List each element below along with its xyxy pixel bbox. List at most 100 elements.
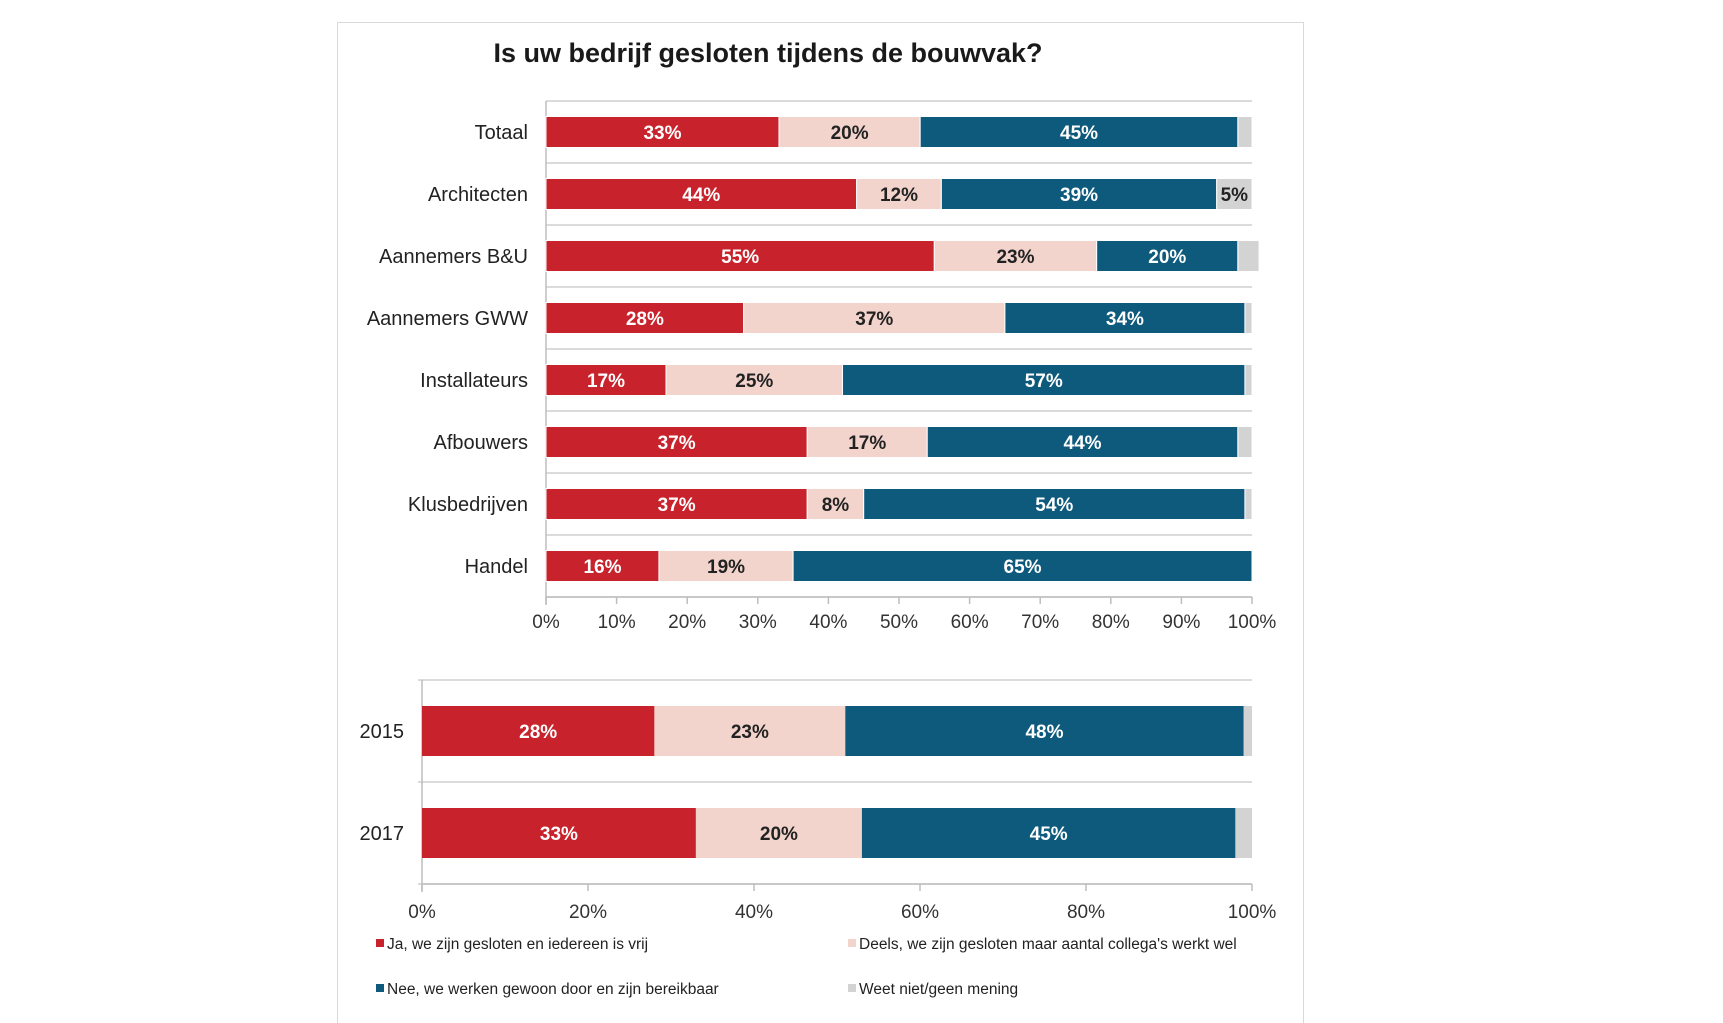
sector-bar-afbouwers-series-0 [545,426,808,458]
sector-value-label-totaal-series-2: 45% [1060,123,1098,144]
year-bar-2017-series-2 [861,808,1236,858]
sector-value-label-totaal-series-1: 20% [831,123,869,144]
year-category-label-2015: 2015 [360,721,405,743]
year-value-label-2015-series-2: 48% [1025,722,1063,743]
year-bar-2015-series-2 [845,706,1244,756]
sector-value-label-architecten-series-2: 39% [1060,185,1098,206]
sector-value-label-architecten-series-0: 44% [682,185,720,206]
sector-category-label-architecten: Architecten [428,184,528,206]
sector-category-label-klusbedrijven: Klusbedrijven [408,494,528,516]
year-value-label-2017-series-2: 45% [1030,824,1068,845]
sector-tick-label-60: 60% [951,612,989,633]
sector-bar-aannemers-b-u-series-3 [1237,240,1260,272]
legend-label-3: Weet niet/geen mening [859,981,1018,998]
year-tick-label-80: 80% [1067,902,1105,923]
sector-bar-aannemers-b-u-series-1 [933,240,1098,272]
chart-panel: Is uw bedrijf gesloten tijdens de bouwva… [337,22,1304,1023]
sector-value-label-handel-series-2: 65% [1004,557,1042,578]
year-value-label-2017-series-0: 33% [540,824,578,845]
sector-bar-aannemers-gww-series-0 [545,302,745,334]
sector-bar-architecten-series-1 [856,178,942,210]
year-tick-label-20: 20% [569,902,607,923]
sector-tick-label-70: 70% [1021,612,1059,633]
sector-bar-architecten-series-0 [545,178,858,210]
sector-value-label-klusbedrijven-series-1: 8% [822,495,850,516]
chart-by-year: 2015 28% 23% 48% 2017 33% 20% 45% 0% 20% 40% 60% 80%… [360,679,1277,923]
sector-tick-label-50: 50% [880,612,918,633]
sector-value-label-handel-series-0: 16% [583,557,621,578]
year-bar-2017-series-0 [422,808,696,858]
sector-bar-afbouwers-series-1 [806,426,928,458]
year-bar-2015-series-1 [654,706,846,756]
chart-by-sector: Totaal 33% 20% 45% Architecten 44% 12% 39% 5% Aan… [367,100,1276,633]
sector-bar-klusbedrijven-series-2 [863,488,1246,520]
sector-value-label-aannemers-b-u-series-2: 20% [1148,247,1186,268]
legend-swatch-0 [376,939,384,947]
sector-value-label-architecten-series-1: 12% [880,185,918,206]
year-value-label-2017-series-1: 20% [760,824,798,845]
sector-tick-label-20: 20% [668,612,706,633]
year-bar-2015-series-3 [1243,706,1252,756]
sector-category-label-totaal: Totaal [475,122,528,144]
year-bar-2015-series-0 [422,706,655,756]
sector-bar-architecten-series-2 [940,178,1218,210]
year-tick-label-60: 60% [901,902,939,923]
sector-value-label-architecten-series-3: 5% [1221,185,1249,206]
sector-bar-handel-series-0 [545,550,660,582]
chart-title: Is uw bedrijf gesloten tijdens de bouwva… [493,38,1042,68]
sector-value-label-afbouwers-series-2: 44% [1064,433,1102,454]
year-category-label-2017: 2017 [360,823,405,845]
sector-bar-afbouwers-series-3 [1237,426,1253,458]
sector-tick-label-40: 40% [809,612,847,633]
chart-legend: Ja, we zijn gesloten en iedereen is vrij… [376,936,1237,998]
sector-value-label-klusbedrijven-series-2: 54% [1035,495,1073,516]
sector-tick-label-80: 80% [1092,612,1130,633]
sector-value-label-installateurs-series-1: 25% [735,371,773,392]
sector-bar-aannemers-gww-series-3 [1244,302,1253,334]
sector-bar-totaal-series-3 [1237,116,1253,148]
sector-category-label-handel: Handel [465,556,528,578]
sector-bar-handel-series-2 [792,550,1253,582]
sector-category-label-installateurs: Installateurs [420,370,528,392]
sector-tick-label-90: 90% [1162,612,1200,633]
legend-label-0: Ja, we zijn gesloten en iedereen is vrij [387,936,648,953]
sector-bar-klusbedrijven-series-0 [545,488,808,520]
legend-swatch-3 [848,984,856,992]
sector-bar-architecten-series-3 [1216,178,1253,210]
sector-value-label-afbouwers-series-0: 37% [658,433,696,454]
sector-bar-aannemers-gww-series-2 [1004,302,1246,334]
sector-bar-aannemers-b-u-series-2 [1096,240,1239,272]
year-bar-2017-series-1 [695,808,862,858]
legend-label-1: Deels, we zijn gesloten maar aantal coll… [859,936,1237,953]
sector-category-label-afbouwers: Afbouwers [434,432,529,454]
sector-bar-aannemers-gww-series-1 [743,302,1006,334]
sector-bar-totaal-series-0 [545,116,780,148]
year-tick-label-100: 100% [1228,902,1277,923]
sector-tick-label-30: 30% [739,612,777,633]
sector-value-label-aannemers-gww-series-1: 37% [855,309,893,330]
sector-value-label-aannemers-gww-series-0: 28% [626,309,664,330]
sector-category-label-aannemers-gww: Aannemers GWW [367,308,528,330]
sector-value-label-klusbedrijven-series-0: 37% [658,495,696,516]
year-tick-label-40: 40% [735,902,773,923]
sector-bar-installateurs-series-0 [545,364,667,396]
sector-value-label-installateurs-series-0: 17% [587,371,625,392]
sector-value-label-aannemers-gww-series-2: 34% [1106,309,1144,330]
sector-value-label-afbouwers-series-1: 17% [848,433,886,454]
sector-value-label-aannemers-b-u-series-1: 23% [996,247,1034,268]
year-value-label-2015-series-1: 23% [731,722,769,743]
sector-value-label-installateurs-series-2: 57% [1025,371,1063,392]
sector-bar-totaal-series-1 [778,116,921,148]
year-value-label-2015-series-0: 28% [519,722,557,743]
legend-swatch-1 [848,939,856,947]
legend-swatch-2 [376,984,384,992]
sector-tick-label-10: 10% [598,612,636,633]
sector-bar-installateurs-series-2 [842,364,1246,396]
sector-value-label-aannemers-b-u-series-0: 55% [721,247,759,268]
sector-value-label-totaal-series-0: 33% [643,123,681,144]
sector-category-label-aannemers-b-u: Aannemers B&U [379,246,528,268]
sector-bar-klusbedrijven-series-1 [806,488,865,520]
sector-tick-label-0: 0% [532,612,560,633]
sector-bar-handel-series-1 [658,550,794,582]
sector-bar-installateurs-series-1 [665,364,844,396]
